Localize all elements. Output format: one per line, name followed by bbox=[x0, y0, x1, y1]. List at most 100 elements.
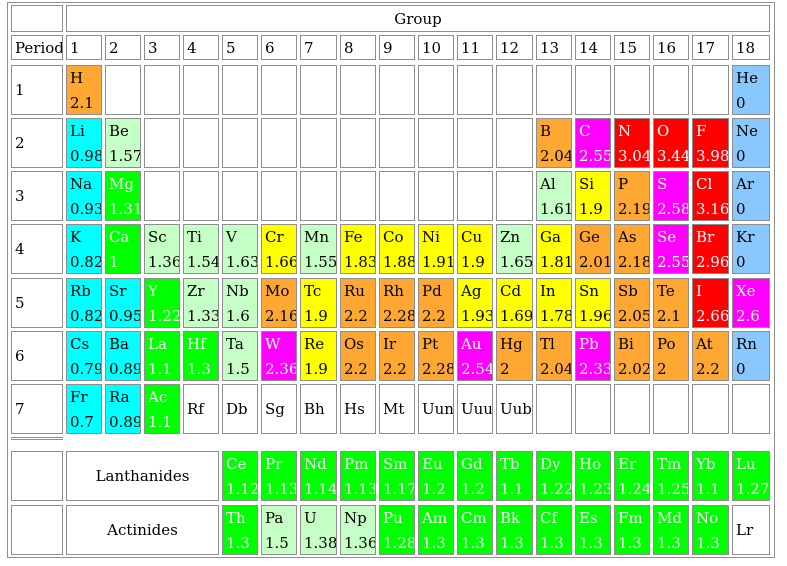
element-cell[interactable]: Re 1.9 bbox=[300, 331, 337, 381]
element-cell[interactable]: Mo 2.16 bbox=[261, 278, 297, 328]
element-cell[interactable]: Hf 1.3 bbox=[183, 331, 219, 381]
element-cell[interactable]: He 0 bbox=[732, 65, 770, 115]
element-cell[interactable]: Li 0.98 bbox=[66, 118, 102, 168]
element-cell[interactable]: U 1.38 bbox=[300, 505, 337, 555]
element-cell[interactable]: As 2.18 bbox=[614, 224, 650, 274]
element-cell[interactable]: Pd 2.2 bbox=[418, 278, 454, 328]
element-cell[interactable]: Co 1.88 bbox=[379, 224, 415, 274]
element-cell[interactable]: Mn 1.55 bbox=[300, 224, 337, 274]
element-cell[interactable]: Cr 1.66 bbox=[261, 224, 297, 274]
element-cell[interactable]: P 2.19 bbox=[614, 171, 650, 221]
element-cell[interactable]: Rh 2.28 bbox=[379, 278, 415, 328]
element-cell[interactable]: Bk 1.3 bbox=[496, 505, 533, 555]
element-cell[interactable]: H 2.1 bbox=[66, 65, 102, 115]
element-cell[interactable]: Cu 1.9 bbox=[457, 224, 493, 274]
element-cell[interactable]: Fe 1.83 bbox=[340, 224, 376, 274]
element-cell[interactable]: K 0.82 bbox=[66, 224, 102, 274]
element-cell[interactable]: Sb 2.05 bbox=[614, 278, 650, 328]
element-cell[interactable]: Ne 0 bbox=[732, 118, 770, 168]
element-cell[interactable]: Yb 1.1 bbox=[692, 451, 729, 501]
element-cell[interactable]: Cl 3.16 bbox=[692, 171, 729, 221]
element-cell[interactable]: Os 2.2 bbox=[340, 331, 376, 381]
element-cell[interactable]: Zr 1.33 bbox=[183, 278, 219, 328]
element-cell[interactable]: La 1.1 bbox=[144, 331, 180, 381]
element-cell[interactable]: Ag 1.93 bbox=[457, 278, 493, 328]
element-cell[interactable]: Ti 1.54 bbox=[183, 224, 219, 274]
element-cell[interactable]: Lu 1.27 bbox=[732, 451, 770, 501]
element-cell[interactable]: Ni 1.91 bbox=[418, 224, 454, 274]
element-cell[interactable]: Kr 0 bbox=[732, 224, 770, 274]
element-cell[interactable]: B 2.04 bbox=[536, 118, 572, 168]
element-cell[interactable]: Md 1.3 bbox=[653, 505, 689, 555]
element-cell[interactable]: Fr 0.7 bbox=[66, 384, 102, 434]
element-cell[interactable]: S 2.58 bbox=[653, 171, 689, 221]
element-cell[interactable]: Lr bbox=[732, 505, 770, 555]
element-cell[interactable]: N 3.04 bbox=[614, 118, 650, 168]
element-cell[interactable]: Ar 0 bbox=[732, 171, 770, 221]
element-cell[interactable]: Ra 0.89 bbox=[105, 384, 141, 434]
element-cell[interactable]: Tl 2.04 bbox=[536, 331, 572, 381]
element-cell[interactable]: Sg bbox=[261, 384, 297, 434]
element-cell[interactable]: Cf 1.3 bbox=[536, 505, 572, 555]
element-cell[interactable]: Xe 2.6 bbox=[732, 278, 770, 328]
element-cell[interactable]: Na 0.93 bbox=[66, 171, 102, 221]
element-cell[interactable]: Fm 1.3 bbox=[614, 505, 650, 555]
element-cell[interactable]: Pr 1.13 bbox=[261, 451, 297, 501]
element-cell[interactable]: Pm 1.13 bbox=[340, 451, 376, 501]
element-cell[interactable]: Pu 1.28 bbox=[379, 505, 415, 555]
element-cell[interactable]: Nd 1.14 bbox=[300, 451, 337, 501]
element-cell[interactable]: Db bbox=[222, 384, 258, 434]
element-cell[interactable]: Dy 1.22 bbox=[536, 451, 572, 501]
element-cell[interactable]: Po 2 bbox=[653, 331, 689, 381]
element-cell[interactable]: Eu 1.2 bbox=[418, 451, 454, 501]
element-cell[interactable]: No 1.3 bbox=[692, 505, 729, 555]
element-cell[interactable]: V 1.63 bbox=[222, 224, 258, 274]
element-cell[interactable]: Ta 1.5 bbox=[222, 331, 258, 381]
element-cell[interactable]: O 3.44 bbox=[653, 118, 689, 168]
element-cell[interactable]: Si 1.9 bbox=[575, 171, 611, 221]
element-cell[interactable]: Rn 0 bbox=[732, 331, 770, 381]
element-cell[interactable]: Cs 0.79 bbox=[66, 331, 102, 381]
element-cell[interactable]: Se 2.55 bbox=[653, 224, 689, 274]
element-cell[interactable]: Np 1.36 bbox=[340, 505, 376, 555]
element-cell[interactable]: Ga 1.81 bbox=[536, 224, 572, 274]
element-cell[interactable]: Er 1.24 bbox=[614, 451, 650, 501]
element-cell[interactable]: Tc 1.9 bbox=[300, 278, 337, 328]
element-cell[interactable]: F 3.98 bbox=[692, 118, 729, 168]
element-cell[interactable]: Cm 1.3 bbox=[457, 505, 493, 555]
element-cell[interactable]: Ho 1.23 bbox=[575, 451, 611, 501]
element-cell[interactable]: Mg 1.31 bbox=[105, 171, 141, 221]
element-cell[interactable]: Ge 2.01 bbox=[575, 224, 611, 274]
element-cell[interactable]: I 2.66 bbox=[692, 278, 729, 328]
element-cell[interactable]: C 2.55 bbox=[575, 118, 611, 168]
element-cell[interactable]: Bh bbox=[300, 384, 337, 434]
element-cell[interactable]: At 2.2 bbox=[692, 331, 729, 381]
element-cell[interactable]: Tm 1.25 bbox=[653, 451, 689, 501]
element-cell[interactable]: W 2.36 bbox=[261, 331, 297, 381]
element-cell[interactable]: Sm 1.17 bbox=[379, 451, 415, 501]
element-cell[interactable]: Ba 0.89 bbox=[105, 331, 141, 381]
element-cell[interactable]: Cd 1.69 bbox=[496, 278, 533, 328]
element-cell[interactable]: Bi 2.02 bbox=[614, 331, 650, 381]
element-cell[interactable]: Am 1.3 bbox=[418, 505, 454, 555]
element-cell[interactable]: Ru 2.2 bbox=[340, 278, 376, 328]
element-cell[interactable]: Rf bbox=[183, 384, 219, 434]
element-cell[interactable]: Mt bbox=[379, 384, 415, 434]
element-cell[interactable]: Th 1.3 bbox=[222, 505, 258, 555]
element-cell[interactable]: Hg 2 bbox=[496, 331, 533, 381]
element-cell[interactable]: Ca 1 bbox=[105, 224, 141, 274]
element-cell[interactable]: Uun bbox=[418, 384, 454, 434]
element-cell[interactable]: Uub bbox=[496, 384, 533, 434]
element-cell[interactable]: Rb 0.82 bbox=[66, 278, 102, 328]
element-cell[interactable]: In 1.78 bbox=[536, 278, 572, 328]
element-cell[interactable]: Ac 1.1 bbox=[144, 384, 180, 434]
element-cell[interactable]: Sc 1.36 bbox=[144, 224, 180, 274]
element-cell[interactable]: Sr 0.95 bbox=[105, 278, 141, 328]
element-cell[interactable]: Tb 1.1 bbox=[496, 451, 533, 501]
element-cell[interactable]: Pt 2.28 bbox=[418, 331, 454, 381]
element-cell[interactable]: Nb 1.6 bbox=[222, 278, 258, 328]
element-cell[interactable]: Gd 1.2 bbox=[457, 451, 493, 501]
element-cell[interactable]: Au 2.54 bbox=[457, 331, 493, 381]
element-cell[interactable]: Pa 1.5 bbox=[261, 505, 297, 555]
element-cell[interactable]: Be 1.57 bbox=[105, 118, 141, 168]
